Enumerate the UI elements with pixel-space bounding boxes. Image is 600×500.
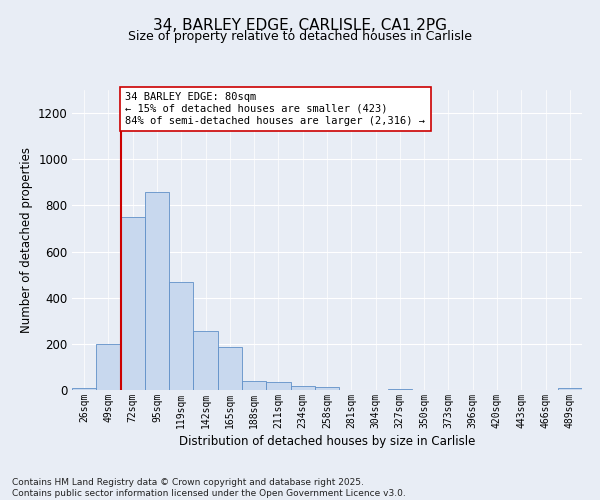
Bar bbox=[169, 282, 193, 390]
Bar bbox=[290, 386, 315, 390]
X-axis label: Distribution of detached houses by size in Carlisle: Distribution of detached houses by size … bbox=[179, 435, 475, 448]
Text: Contains HM Land Registry data © Crown copyright and database right 2025.
Contai: Contains HM Land Registry data © Crown c… bbox=[12, 478, 406, 498]
Bar bbox=[218, 348, 242, 390]
Text: Size of property relative to detached houses in Carlisle: Size of property relative to detached ho… bbox=[128, 30, 472, 43]
Bar bbox=[145, 192, 169, 390]
Bar bbox=[242, 381, 266, 390]
Bar bbox=[96, 344, 121, 390]
Bar bbox=[72, 388, 96, 390]
Bar bbox=[388, 389, 412, 390]
Bar bbox=[315, 387, 339, 390]
Text: 34 BARLEY EDGE: 80sqm
← 15% of detached houses are smaller (423)
84% of semi-det: 34 BARLEY EDGE: 80sqm ← 15% of detached … bbox=[125, 92, 425, 126]
Bar bbox=[558, 388, 582, 390]
Y-axis label: Number of detached properties: Number of detached properties bbox=[20, 147, 32, 333]
Bar bbox=[121, 217, 145, 390]
Bar bbox=[266, 382, 290, 390]
Text: 34, BARLEY EDGE, CARLISLE, CA1 2PG: 34, BARLEY EDGE, CARLISLE, CA1 2PG bbox=[153, 18, 447, 32]
Bar bbox=[193, 331, 218, 390]
